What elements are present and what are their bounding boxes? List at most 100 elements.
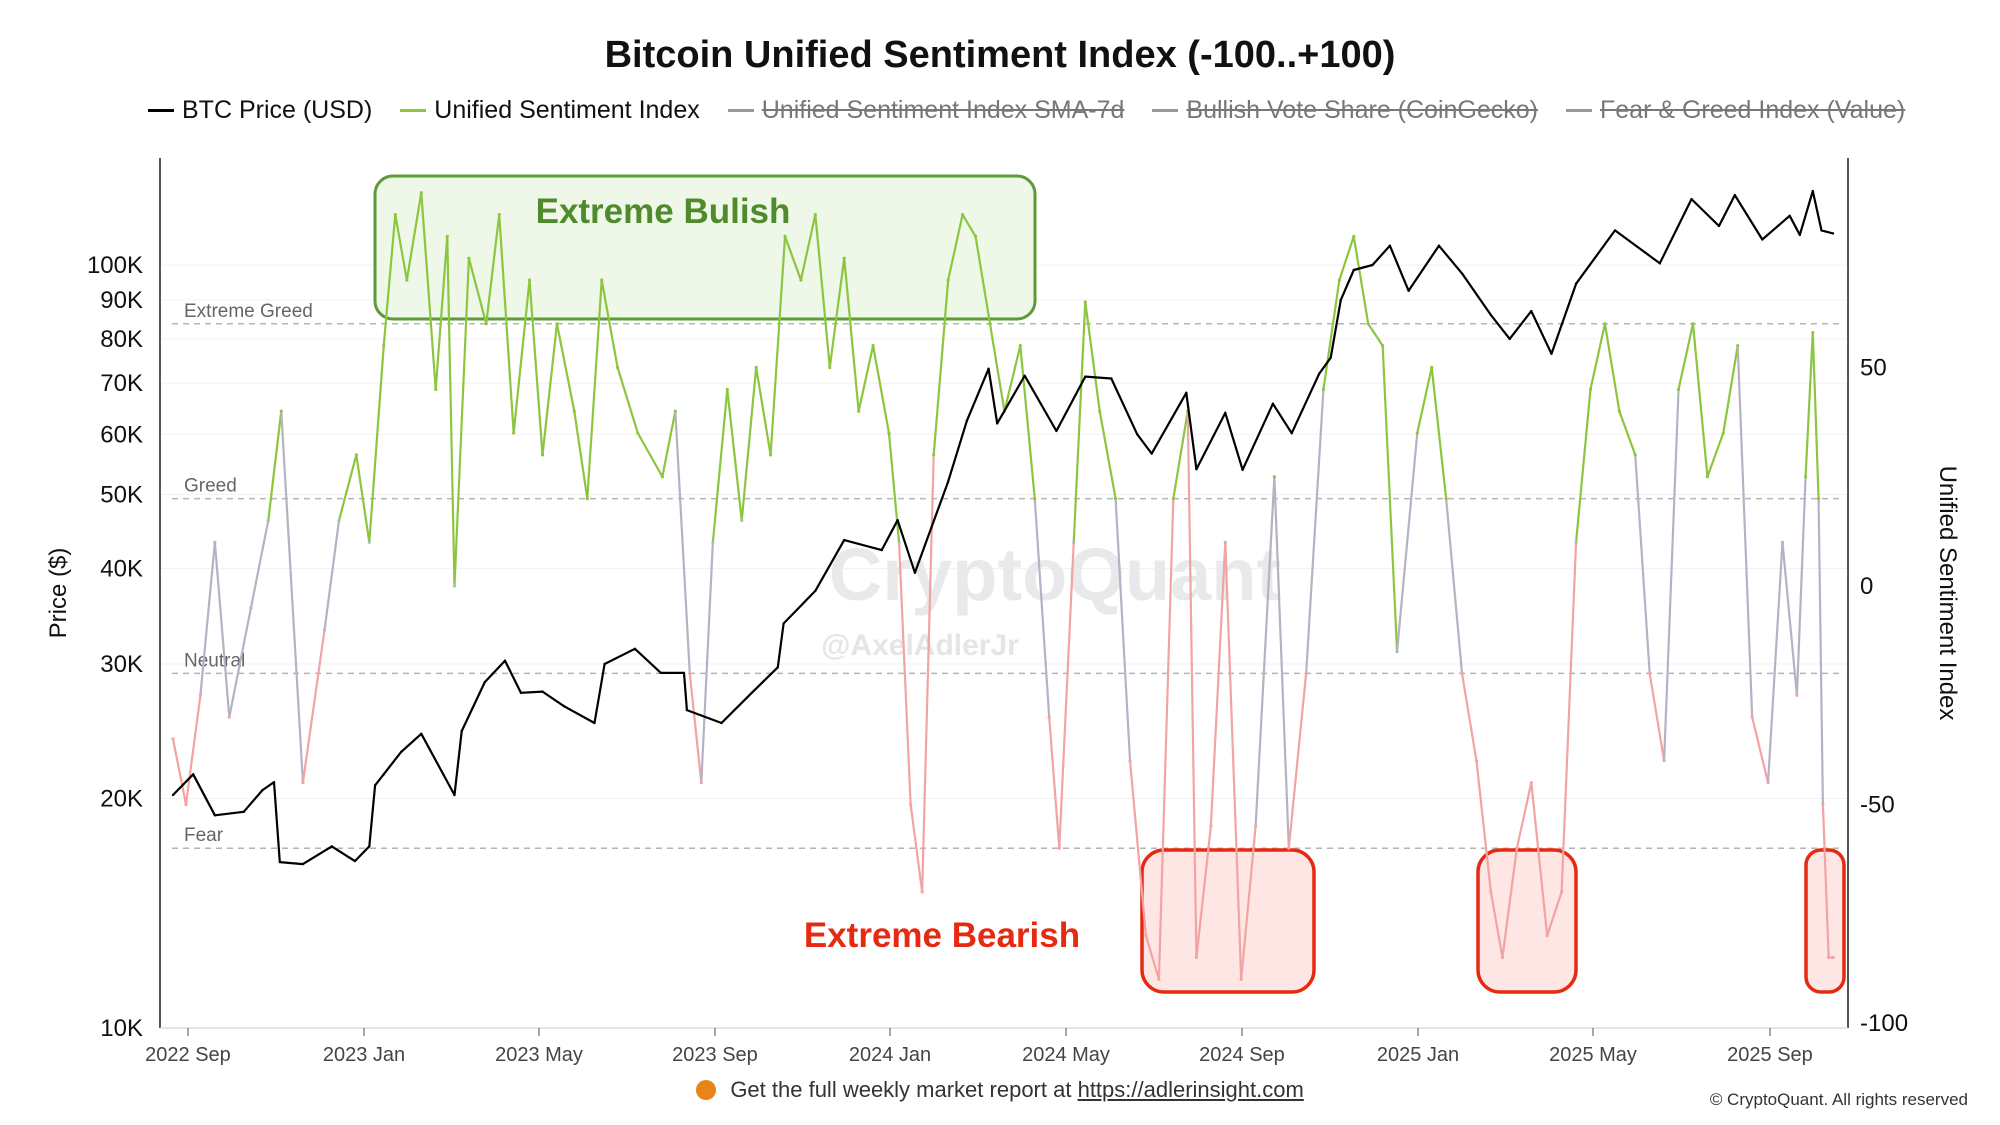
footer: Get the full weekly market report at htt… (0, 1077, 2000, 1103)
sentiment-segment-63 (1084, 300, 1101, 413)
btc-price-point-38 (965, 419, 969, 422)
sentiment-point-60 (1047, 715, 1051, 719)
sentiment-segment-64 (1098, 410, 1117, 500)
sentiment-point-36 (711, 540, 715, 544)
sentiment-point-73 (1223, 540, 1227, 544)
btc-price-point-27 (685, 708, 689, 712)
sentiment-point-15 (405, 278, 409, 282)
legend-item-unified-sentiment[interactable]: Unified Sentiment Index (400, 96, 700, 125)
btc-price-point-75 (1811, 189, 1814, 193)
legend-item-btc-price[interactable]: BTC Price (USD) (148, 96, 372, 125)
sentiment-point-83 (1381, 344, 1385, 348)
sentiment-point-95 (1560, 890, 1564, 894)
x-tick-label-5: 2024 May (1022, 1044, 1110, 1066)
sentiment-point-11 (354, 453, 358, 457)
btc-price-point-3 (242, 810, 245, 814)
x-tick-label-2: 2023 May (495, 1044, 583, 1066)
x-tick-label-0: 2022 Sep (145, 1044, 231, 1066)
sentiment-point-62 (1072, 540, 1076, 544)
btc-price-point-34 (880, 548, 883, 552)
y-left-tick-label-6: 70K (100, 370, 143, 397)
sentiment-segment-74 (1240, 825, 1257, 981)
sentiment-point-87 (1444, 497, 1448, 501)
sentiment-segment-49 (897, 541, 912, 806)
sentiment-segment-18 (446, 235, 456, 588)
legend-item-sma-7d[interactable]: Unified Sentiment Index SMA-7d (727, 96, 1124, 125)
y-left-tick-label-0: 10K (100, 1015, 143, 1042)
y-right-tick-label-1: -50 (1860, 792, 1895, 819)
legend-item-fear-greed[interactable]: Fear & Greed Index (Value) (1565, 96, 1905, 125)
sentiment-segment-46 (857, 344, 875, 413)
copyright: © CryptoQuant. All rights reserved (1709, 1090, 1968, 1109)
sentiment-point-65 (1113, 497, 1118, 501)
sentiment-segment-39 (755, 366, 772, 456)
sentiment-point-58 (1018, 344, 1022, 348)
sentiment-point-32 (660, 475, 664, 479)
sentiment-segment-115 (1821, 803, 1830, 959)
sentiment-point-110 (1780, 540, 1785, 544)
sentiment-segment-76 (1273, 475, 1290, 850)
sentiment-segment-42 (799, 213, 817, 282)
sentiment-segment-1 (184, 694, 202, 806)
price-series (171, 189, 1835, 866)
legend-item-bullish-vote-share[interactable]: Bullish Vote Share (CoinGecko) (1152, 96, 1538, 125)
sentiment-segment-103 (1677, 322, 1695, 391)
sentiment-segment-53 (947, 213, 964, 282)
footer-link[interactable]: https://adlerinsight.com (1077, 1077, 1304, 1102)
sentiment-point-82 (1366, 322, 1370, 326)
watermark: CryptoQuant (829, 533, 1281, 616)
btc-price-point-39 (987, 367, 990, 371)
report-coin-icon (696, 1080, 717, 1100)
sentiment-point-76 (1272, 475, 1276, 479)
sentiment-point-10 (337, 518, 341, 523)
btc-price-point-10 (368, 845, 371, 848)
sentiment-point-105 (1705, 475, 1710, 479)
btc-price-point-18 (503, 659, 507, 662)
sentiment-point-92 (1515, 846, 1519, 850)
sentiment-segment-99 (1618, 410, 1637, 456)
sentiment-segment-72 (1209, 541, 1227, 828)
sentiment-point-112 (1803, 475, 1808, 479)
sentiment-segment-12 (368, 344, 385, 544)
sentiment-point-98 (1603, 322, 1607, 326)
y-left-tick-label-8: 90K (100, 287, 143, 314)
sentiment-point-59 (1033, 497, 1037, 501)
sentiment-segment-56 (988, 322, 1006, 413)
btc-price-point-11 (373, 784, 377, 787)
btc-price-point-13 (399, 750, 403, 754)
sentiment-point-1 (184, 802, 188, 807)
btc-price-point-40 (996, 422, 999, 425)
sentiment-segment-43 (814, 213, 831, 369)
sentiment-segment-61 (1058, 541, 1075, 850)
btc-price-point-52 (1290, 431, 1293, 435)
btc-price-point-33 (843, 538, 846, 542)
sentiment-point-44 (828, 365, 832, 370)
sentiment-point-30 (615, 365, 620, 370)
sentiment-point-22 (497, 212, 501, 217)
sentiment-segment-38 (740, 366, 758, 522)
btc-price-point-5 (272, 780, 276, 784)
sentiment-segment-70 (1186, 410, 1198, 959)
sentiment-segment-57 (1003, 344, 1022, 413)
btc-price-point-19 (519, 691, 523, 694)
sentiment-point-115 (1821, 802, 1825, 807)
sentiment-segment-32 (661, 410, 677, 478)
extreme-bearish-label: Extreme Bearish (804, 916, 1080, 955)
watermark-handle: @AxelAdlerJr (821, 629, 1019, 662)
y-left-tick-label-1: 20K (100, 785, 143, 812)
btc-price-line (172, 190, 1834, 866)
sentiment-segment-37 (726, 388, 743, 522)
sentiment-point-94 (1545, 934, 1549, 938)
sentiment-point-90 (1489, 890, 1493, 894)
sentiment-point-89 (1474, 759, 1479, 763)
x-tick-label-6: 2024 Sep (1199, 1044, 1285, 1066)
sentiment-point-102 (1662, 759, 1666, 763)
y-axis-right-label: Unified Sentiment Index (1934, 466, 1961, 721)
sentiment-segment-101 (1648, 672, 1666, 762)
sentiment-point-2 (198, 693, 203, 697)
sentiment-point-117 (1831, 955, 1835, 960)
legend-swatch-btc-price (148, 109, 174, 112)
btc-price-point-56 (1352, 268, 1355, 272)
x-tick-label-4: 2024 Jan (849, 1044, 931, 1066)
sentiment-point-48 (887, 431, 891, 435)
